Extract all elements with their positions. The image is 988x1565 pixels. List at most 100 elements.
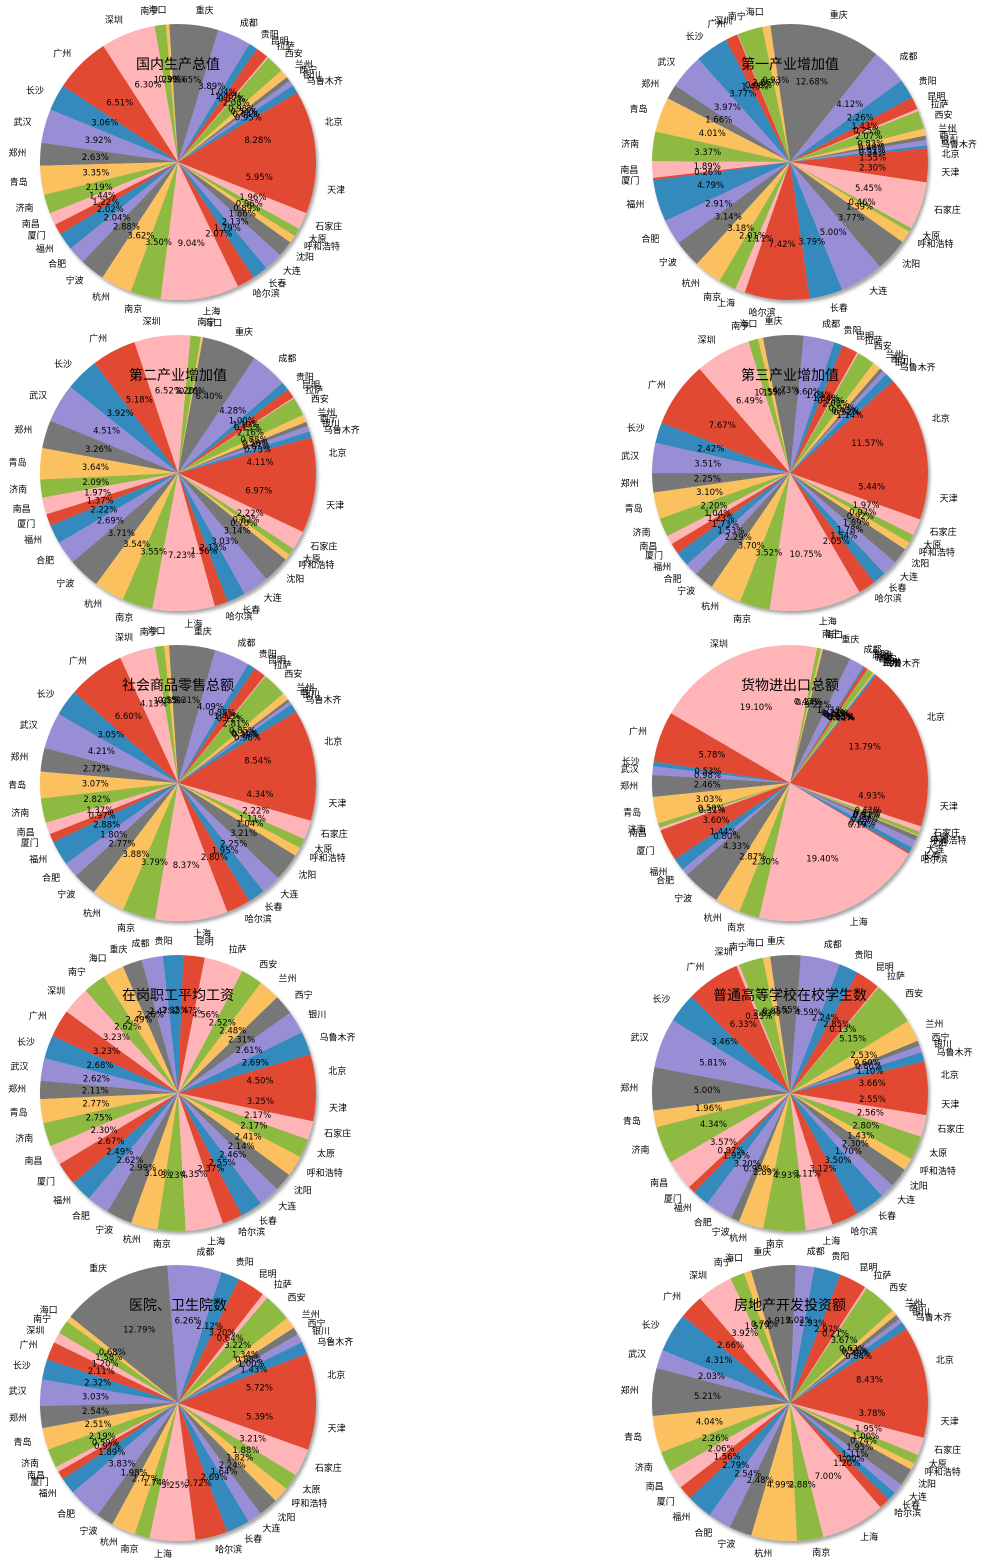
slice-label: 合肥 [48,258,66,270]
slice-label: 南宁 [728,10,746,22]
slice-label: 济南 [11,807,29,819]
slice-label: 太原 [922,230,940,242]
slice-percent: 0.25% [853,126,880,136]
pie-slice-哈尔滨 [178,783,250,912]
pie-slice-重庆 [178,337,255,473]
slice-label: 成都 [822,318,840,330]
slice-label: 长春 [878,1210,896,1222]
slice-percent: 0.15% [827,713,854,723]
slice-label: 重庆 [767,935,785,947]
slice-label: 南京 [117,922,135,934]
slice-percent: 3.10% [144,1169,171,1179]
pie-slice-贵阳 [162,954,184,1093]
slice-label: 宁波 [56,577,74,589]
slice-label: 兰州 [296,681,314,693]
slice-percent: 1.95% [212,847,239,857]
pie-slice-广州 [94,342,178,473]
pie-slice-乌鲁木齐 [178,85,298,162]
pie-slice-呼和浩特 [178,783,300,856]
pie-slice-杭州 [112,1403,178,1535]
pie-slice-沈阳 [178,1093,290,1190]
slice-label: 石家庄 [321,828,348,840]
pie-slice-济南 [658,783,790,828]
slice-label: 大连 [909,1491,927,1503]
pie-slice-海口 [178,336,204,473]
slice-percent: 8.28% [244,136,271,146]
pie-slice-石家庄 [178,162,307,229]
slice-percent: 2.55% [859,1095,886,1105]
slice-percent: 1.20% [175,386,202,396]
slice-percent: 3.60% [703,816,730,826]
slice-percent: 6.26% [175,1316,202,1326]
slice-percent: 2.48% [219,1026,246,1036]
slice-label: 南京 [115,612,133,624]
slice-percent: 0.11% [853,810,880,820]
slice-percent: 2.41% [235,1132,262,1142]
pie-slice-深圳 [103,26,178,162]
slice-percent: 5.15% [839,1035,866,1045]
slice-percent: 2.24% [812,1014,839,1024]
pie-slice-上海 [790,1403,881,1537]
slice-label: 石家庄 [315,220,342,232]
pie-slice-广州 [62,45,178,163]
chart-title: 货物进出口总额 [741,677,839,694]
slice-percent: 0.24% [796,698,823,708]
pie-slice-南宁 [737,26,790,163]
pie-slice-拉萨 [178,56,269,162]
pie-slice-西宁 [790,368,883,473]
slice-label: 哈尔滨 [921,854,948,866]
slice-label: 武汉 [628,1348,646,1360]
pie-slice-宁波 [107,1093,178,1223]
slice-percent: 1.96% [239,193,266,203]
slice-label: 厦门 [645,550,663,562]
slice-label: 石家庄 [315,1462,342,1474]
slice-label: 银川 [303,69,321,81]
slice-percent: 0.62% [849,819,876,829]
slice-label: 南宁 [68,966,86,978]
slice-percent: 3.20% [208,1328,235,1338]
slice-percent: 1.73% [712,520,739,530]
pie-slice-大连 [178,1403,261,1522]
pie-slice-长沙 [655,422,790,473]
slice-label: 福州 [653,561,671,573]
slice-label: 南宁 [714,1256,732,1268]
slice-percent: 3.55% [140,548,167,558]
slice-percent: 0.80% [713,832,740,842]
slice-label: 重庆 [194,626,212,638]
pie-slice-拉萨 [790,352,859,473]
slice-label: 天津 [327,185,345,196]
chart-title: 第三产业增加值 [741,367,839,384]
slice-label: 呼和浩特 [304,240,340,252]
slice-percent: 1.89% [694,162,721,172]
slice-percent: 0.46% [849,198,876,208]
slice-label: 乌鲁木齐 [305,694,341,706]
pie-slice-海口 [762,956,790,1093]
slice-label: 上海 [822,1235,840,1247]
slice-percent: 4.11% [247,458,274,468]
pie-slice-济南 [656,1093,790,1163]
slice-label: 大连 [869,285,887,297]
slice-label: 大连 [900,571,918,583]
pie-slice-重庆 [790,648,851,783]
slice-label: 贵阳 [919,75,937,87]
slice-label: 太原 [315,843,333,855]
slice-label: 成都 [864,644,882,656]
pie-slice-太原 [178,1403,296,1489]
slice-label: 银川 [322,418,340,430]
slice-label: 海口 [147,625,165,637]
pie-slice-重庆 [122,959,178,1093]
pie-slice-大连 [790,162,880,290]
slice-percent: 3.37% [694,148,721,158]
slice-label: 重庆 [89,1262,107,1274]
pie-slice-海口 [66,1316,178,1403]
slice-label: 南昌 [13,503,31,515]
slice-percent: 8.43% [856,1375,883,1385]
slice-percent: 2.46% [219,1151,246,1161]
slice-percent: 4.13% [140,699,167,709]
slice-label: 海口 [746,937,764,949]
slice-percent: 3.79% [141,858,168,868]
slice-percent: 4.79% [697,181,724,191]
slice-percent: 0.80% [855,1062,882,1072]
pie-slice-沈阳 [790,1093,905,1186]
slice-percent: 5.45% [855,184,882,194]
